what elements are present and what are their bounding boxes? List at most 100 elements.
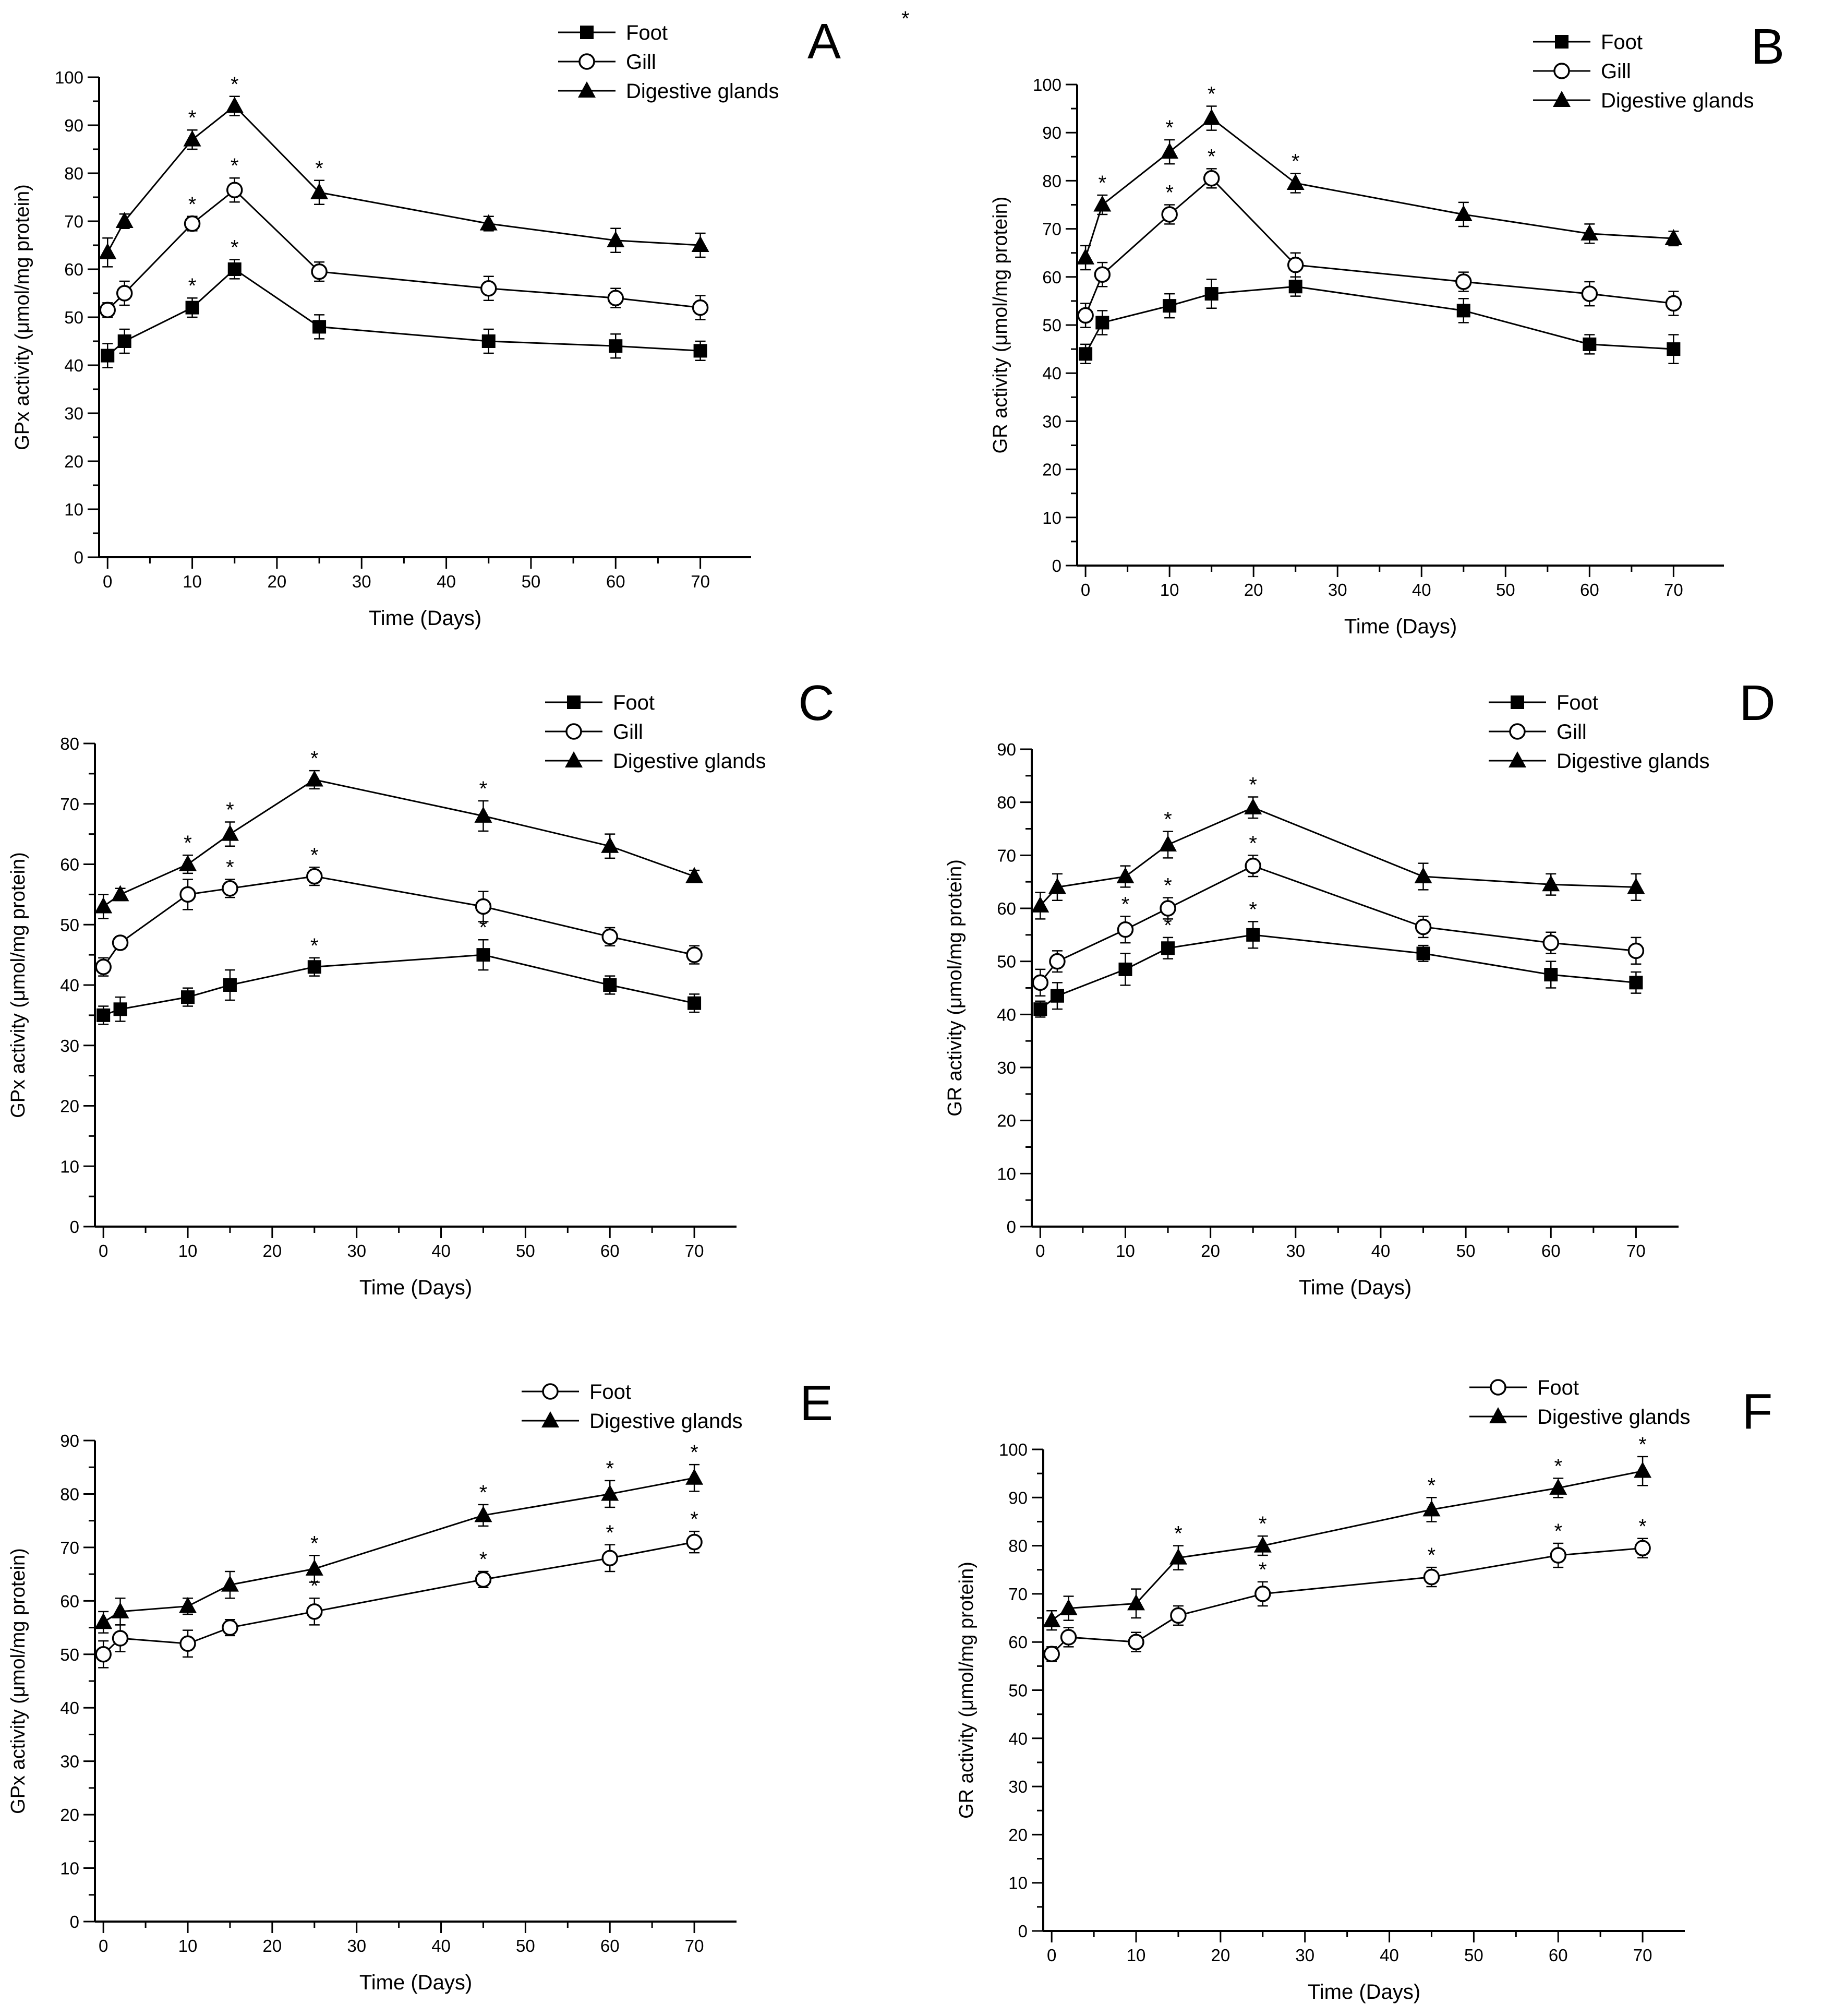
y-tick-label: 90 [997,740,1016,759]
y-tick-label: 70 [60,1538,79,1557]
data-point-foot [101,349,115,363]
significance-star: * [606,1457,614,1480]
panel-letter: F [1742,1384,1773,1439]
significance-star: * [690,1508,698,1531]
y-tick-label: 0 [1052,556,1061,575]
series-digestive-glands: * * * [99,73,709,268]
y-tick-label: 10 [60,1859,79,1878]
series-line-digestive-glands [106,105,701,253]
data-point-digestive-glands [1116,867,1135,883]
data-point-foot [601,1550,618,1567]
significance-star: * [1208,145,1216,168]
x-tick-label: 40 [431,1936,451,1955]
legend: Foot Gill Digestive glands [545,691,766,773]
x-tick-label: 60 [600,1936,620,1955]
y-tick-label: 90 [64,116,83,135]
significance-star: * [188,106,197,129]
y-tick-label: 80 [1008,1537,1028,1556]
y-tick-label: 40 [60,1698,79,1718]
data-point-digestive-glands [1093,195,1112,212]
data-point-digestive-glands [1664,229,1683,246]
significance-star: * [1164,808,1172,831]
y-tick-label: 30 [60,1036,79,1055]
x-tick-label: 20 [1211,1946,1230,1965]
series-line-foot [1051,1547,1643,1655]
legend-label-gill: Gill [626,51,656,74]
data-point-gill [1161,206,1178,223]
series-line-gill [1084,177,1674,316]
data-point-foot [1246,928,1260,942]
legend-marker-digestive-glands [541,1411,559,1427]
y-tick-label: 30 [1008,1777,1028,1796]
y-tick-label: 60 [997,899,1016,918]
y-tick-label: 20 [1008,1825,1028,1844]
series-line-foot [103,1541,695,1655]
series-line-digestive-glands [1084,117,1674,258]
legend-marker-gill [565,723,582,740]
data-point-gill [1077,307,1094,324]
y-tick-label: 70 [1042,220,1061,239]
legend-label-foot: Foot [589,1381,631,1403]
data-point-foot [307,960,321,974]
panel-f-chart: F 0 10 20 30 40 50 60 70 80 90 100 0 10 20 30 40 50 60 70 Ti… [956,1376,1773,2003]
data-point-foot [222,1619,238,1636]
data-point-foot [1128,1634,1144,1650]
panel-letter: B [1751,19,1784,75]
data-point-digestive-glands [1169,1548,1187,1565]
data-point-gill [1160,900,1176,917]
x-tick-label: 0 [1081,580,1090,599]
data-point-digestive-glands [179,855,197,871]
data-point-digestive-glands [310,183,329,199]
data-point-digestive-glands [221,1575,239,1592]
data-point-digestive-glands [183,130,201,147]
series-foot: * * * * [1043,1515,1651,1663]
series-digestive-glands: * * * * * [1043,1433,1652,1631]
y-axis-label: GR activity (μmol/mg protein) [956,1562,978,1819]
significance-star: * [1554,1520,1562,1543]
y-tick-label: 40 [64,356,83,375]
x-axis-label: Time (Days) [1344,615,1457,638]
significance-star: * [1208,82,1216,105]
x-tick-label: 0 [99,1936,108,1955]
data-point-foot [1161,941,1175,955]
data-point-digestive-glands [111,885,129,902]
data-point-foot [1163,299,1177,313]
y-tick-label: 20 [60,1805,79,1825]
data-point-gill [99,302,116,318]
x-tick-label: 70 [1664,580,1683,599]
y-axis-label: GR activity (μmol/mg protein) [990,197,1011,454]
y-tick-label: 50 [1042,316,1061,335]
data-point-digestive-glands [1580,224,1599,241]
data-point-foot [227,262,242,276]
panel-b-chart: B 0 10 20 30 40 50 60 70 80 90 100 0 10 20 30 40 50 60 70 Ti… [990,19,1784,638]
legend: Foot Gill Digestive glands [1489,691,1710,773]
significance-star: * [1428,1544,1436,1567]
y-tick-label: 70 [997,846,1016,865]
series-foot: ** [96,916,702,1025]
data-point-foot [1043,1646,1060,1663]
legend-marker-foot [542,1383,559,1400]
significance-star: * [231,154,239,177]
legend-label-foot: Foot [1537,1376,1579,1399]
x-tick-label: 10 [1116,1241,1135,1261]
y-tick-label: 60 [1042,268,1061,287]
data-point-foot [1667,342,1681,356]
legend-marker-foot [1490,1379,1506,1396]
data-point-foot [113,1002,127,1016]
panel-letter: A [807,14,841,69]
x-tick-label: 40 [1380,1946,1399,1965]
data-point-foot [306,1603,323,1620]
y-axis-label: GPx activity (μmol/mg protein) [7,1548,29,1814]
legend-label-foot: Foot [613,691,655,714]
panel-letter: C [798,675,834,731]
y-tick-label: 90 [60,1431,79,1450]
x-tick-label: 30 [1295,1946,1314,1965]
data-point-gill [1245,857,1261,874]
data-point-gill [1627,942,1645,959]
y-tick-label: 50 [64,308,83,327]
data-point-gill [184,215,201,232]
legend-marker-foot [1511,695,1524,709]
series-foot: ** [1033,898,1643,1018]
x-axis-label: Time (Days) [359,1276,472,1299]
y-tick-label: 0 [1007,1217,1016,1237]
